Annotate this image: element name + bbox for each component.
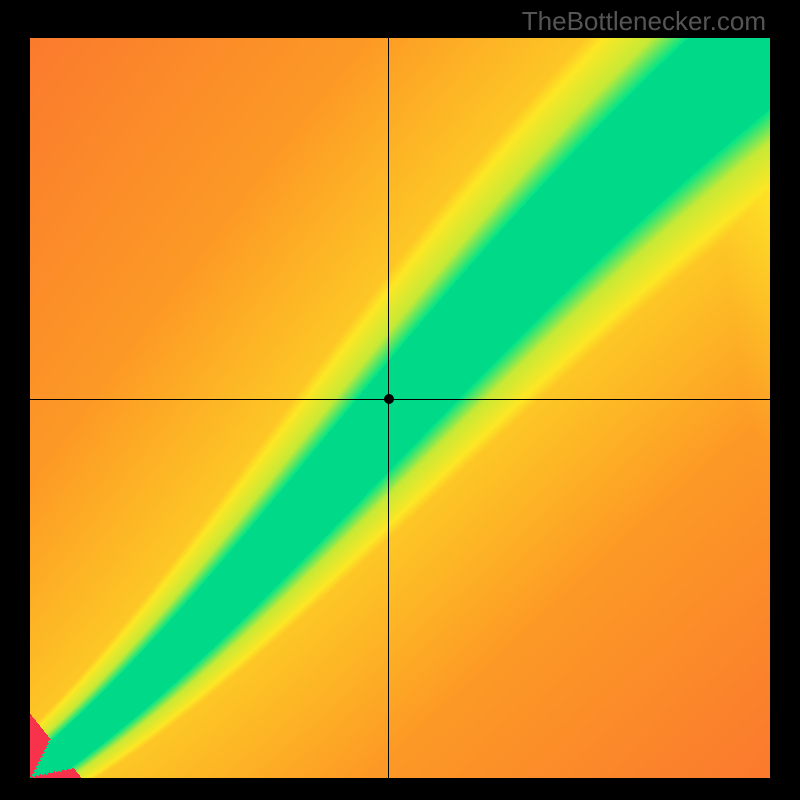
- border-left: [0, 0, 30, 800]
- crosshair-vertical: [388, 38, 389, 778]
- heatmap-canvas: [30, 38, 770, 778]
- crosshair-marker[interactable]: [384, 394, 394, 404]
- border-right: [770, 0, 800, 800]
- crosshair-horizontal: [30, 399, 770, 400]
- heatmap-plot: [30, 38, 770, 778]
- watermark-text: TheBottlenecker.com: [522, 6, 766, 37]
- chart-frame: TheBottlenecker.com: [0, 0, 800, 800]
- border-bottom: [0, 778, 800, 800]
